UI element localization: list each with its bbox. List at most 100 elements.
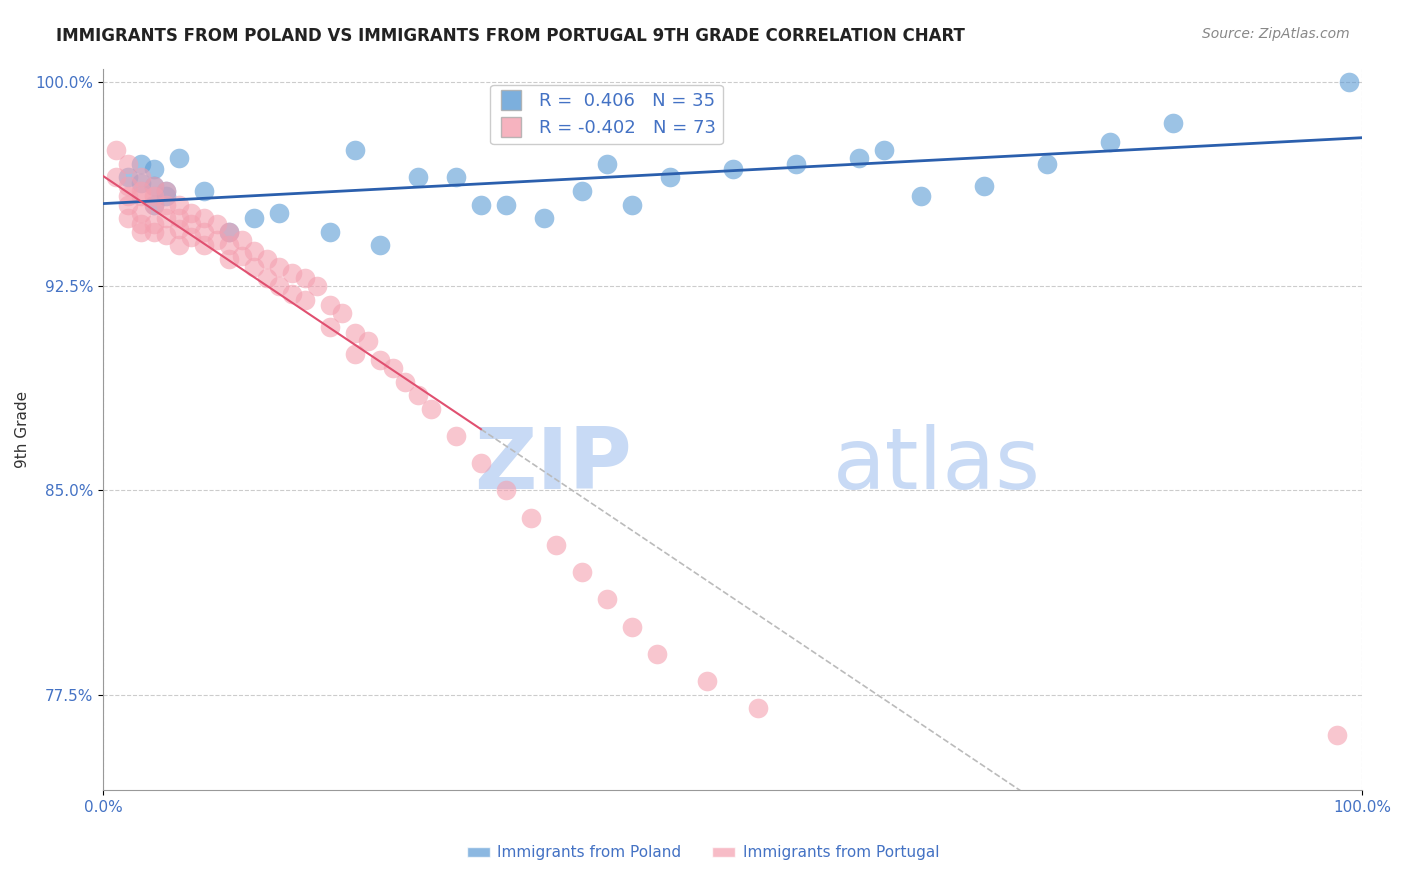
Point xyxy=(973,178,995,193)
Point xyxy=(193,211,215,226)
Point xyxy=(344,143,367,157)
Point xyxy=(344,326,367,340)
Point xyxy=(142,178,165,193)
Point xyxy=(142,225,165,239)
Point xyxy=(319,298,342,312)
Point xyxy=(696,673,718,688)
Point xyxy=(129,189,152,203)
Point xyxy=(167,152,190,166)
Point xyxy=(231,249,253,263)
Point xyxy=(470,456,492,470)
Point xyxy=(294,271,316,285)
Point xyxy=(873,143,896,157)
Point xyxy=(910,189,932,203)
Point xyxy=(155,197,177,211)
Point xyxy=(406,388,429,402)
Point xyxy=(218,225,240,239)
Point xyxy=(785,157,807,171)
Point xyxy=(155,211,177,226)
Point xyxy=(1099,135,1122,149)
Point xyxy=(117,157,139,171)
Point xyxy=(658,170,681,185)
Point xyxy=(269,206,291,220)
Point xyxy=(319,225,342,239)
Point xyxy=(117,178,139,193)
Point xyxy=(193,184,215,198)
Point xyxy=(307,279,329,293)
Point xyxy=(444,170,467,185)
Point xyxy=(281,287,304,301)
Legend: Immigrants from Poland, Immigrants from Portugal: Immigrants from Poland, Immigrants from … xyxy=(461,839,945,866)
Point xyxy=(520,510,543,524)
Point xyxy=(167,197,190,211)
Point xyxy=(495,197,517,211)
Point xyxy=(747,701,769,715)
Point xyxy=(1161,116,1184,130)
Point xyxy=(155,227,177,242)
Point xyxy=(596,157,619,171)
Point xyxy=(243,244,266,258)
Point xyxy=(620,197,643,211)
Point xyxy=(546,538,568,552)
Y-axis label: 9th Grade: 9th Grade xyxy=(15,391,30,467)
Point xyxy=(848,152,870,166)
Point xyxy=(406,170,429,185)
Point xyxy=(129,206,152,220)
Point xyxy=(155,184,177,198)
Point xyxy=(180,230,202,244)
Point xyxy=(243,260,266,275)
Point xyxy=(319,320,342,334)
Point xyxy=(218,252,240,266)
Point xyxy=(495,483,517,498)
Point xyxy=(1326,728,1348,742)
Point xyxy=(368,238,391,252)
Point xyxy=(368,352,391,367)
Point xyxy=(155,184,177,198)
Point xyxy=(571,565,593,579)
Point xyxy=(155,189,177,203)
Point xyxy=(1339,75,1361,89)
Point xyxy=(444,429,467,443)
Legend: R =  0.406   N = 35, R = -0.402   N = 73: R = 0.406 N = 35, R = -0.402 N = 73 xyxy=(489,85,723,145)
Point xyxy=(256,271,278,285)
Point xyxy=(180,206,202,220)
Point xyxy=(167,211,190,226)
Point xyxy=(142,217,165,231)
Point xyxy=(344,347,367,361)
Point xyxy=(332,306,354,320)
Point xyxy=(129,217,152,231)
Point xyxy=(117,170,139,185)
Text: atlas: atlas xyxy=(834,424,1042,507)
Point xyxy=(117,211,139,226)
Point xyxy=(571,184,593,198)
Point xyxy=(167,238,190,252)
Point xyxy=(721,162,744,177)
Point xyxy=(620,619,643,633)
Point xyxy=(205,217,228,231)
Point xyxy=(167,222,190,236)
Text: IMMIGRANTS FROM POLAND VS IMMIGRANTS FROM PORTUGAL 9TH GRADE CORRELATION CHART: IMMIGRANTS FROM POLAND VS IMMIGRANTS FRO… xyxy=(56,27,965,45)
Point xyxy=(104,143,127,157)
Point xyxy=(645,647,668,661)
Point xyxy=(193,225,215,239)
Point xyxy=(129,176,152,190)
Point xyxy=(129,170,152,185)
Point xyxy=(381,360,404,375)
Point xyxy=(231,233,253,247)
Point xyxy=(269,279,291,293)
Point xyxy=(218,238,240,252)
Point xyxy=(129,225,152,239)
Point xyxy=(129,184,152,198)
Point xyxy=(533,211,555,226)
Point xyxy=(117,197,139,211)
Point xyxy=(205,233,228,247)
Point xyxy=(294,293,316,307)
Point xyxy=(419,401,441,416)
Point xyxy=(281,266,304,280)
Point xyxy=(256,252,278,266)
Point xyxy=(129,157,152,171)
Point xyxy=(1036,157,1059,171)
Point xyxy=(596,592,619,607)
Point xyxy=(142,197,165,211)
Point xyxy=(142,162,165,177)
